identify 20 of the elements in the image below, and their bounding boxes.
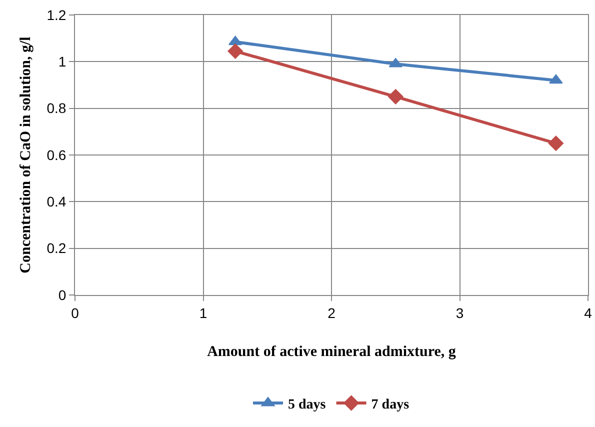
point [549,74,563,84]
y-tick-label: 0 [58,286,66,303]
x-tick-label: 0 [71,304,80,321]
x-axis-title: Amount of active mineral admixture, g [207,344,456,360]
x-tick-label: 4 [584,304,592,321]
y-tick-label: 0.4 [46,194,66,210]
y-tick-label: 0.8 [46,100,66,116]
point [388,89,404,104]
x-tick-label: 3 [456,304,464,321]
legend-label: 5 days [288,397,326,412]
y-tick-label: 0.2 [46,240,66,256]
y-tick-label: 0.6 [46,146,66,163]
y-tick-label: 1 [58,54,66,70]
legend-label: 7 days [371,397,410,412]
y-tick-label: 1.2 [46,6,66,23]
point [548,136,564,151]
x-tick-label: 2 [328,304,336,321]
x-tick-label: 1 [199,304,208,321]
y-axis-title: Concentration of CaO in solution, g/l [18,36,34,274]
point [228,44,243,59]
